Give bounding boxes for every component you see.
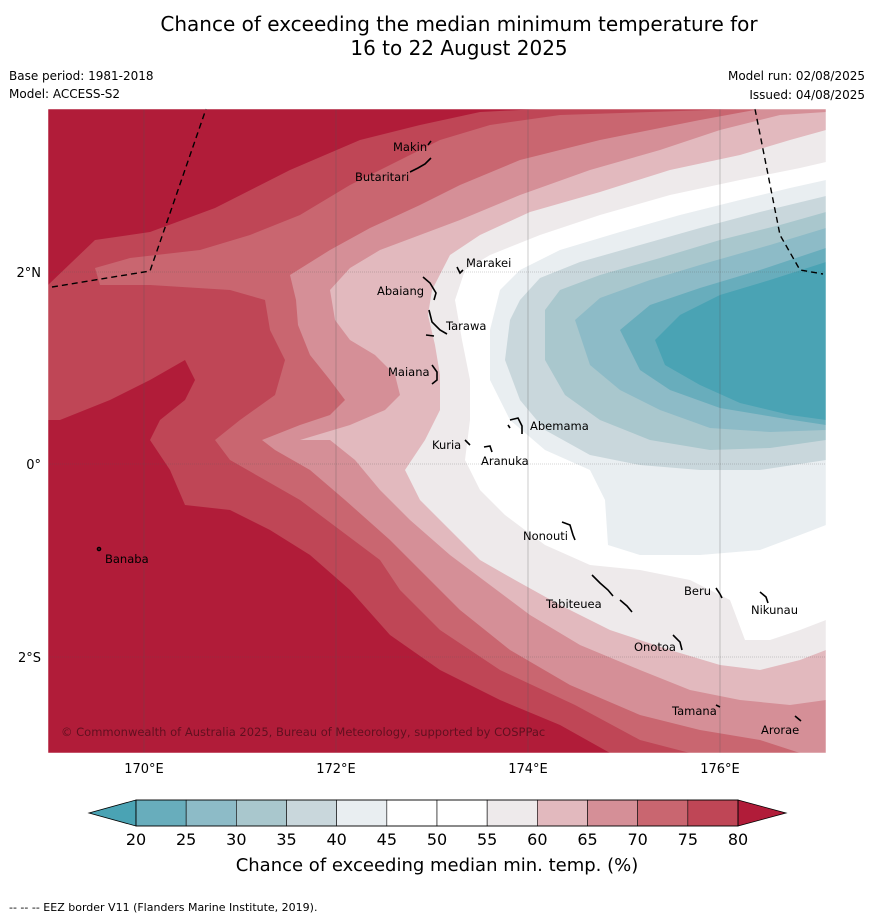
colorbar-tick-60: 60 <box>527 830 547 849</box>
colorbar-tick-20: 20 <box>126 830 146 849</box>
probability-contours <box>48 109 826 753</box>
label-banaba: Banaba <box>105 552 149 566</box>
label-beru: Beru <box>684 584 711 598</box>
label-nonouti: Nonouti <box>523 529 568 543</box>
colorbar-tick-45: 45 <box>377 830 397 849</box>
label-onotoa: Onotoa <box>634 640 676 654</box>
colorbar-bin-35-40 <box>286 799 337 827</box>
island-tabiteuea <box>591 574 633 613</box>
label-makin: Makin <box>393 140 427 154</box>
base-period: Base period: 1981-2018 <box>9 69 154 83</box>
colorbar-bin-30-35 <box>236 799 287 827</box>
island-abaiang <box>422 276 437 301</box>
model-name: Model: ACCESS-S2 <box>9 87 121 101</box>
lon-label-174e: 174°E <box>508 762 548 777</box>
colorbar-bin-45-50 <box>386 799 438 827</box>
island-abemama <box>507 417 523 434</box>
island-maiana <box>431 364 438 385</box>
label-marakei: Marakei <box>466 256 511 270</box>
colorbar-tick-55: 55 <box>477 830 497 849</box>
island-marakei <box>456 266 464 275</box>
lat-label-2s: 2°S <box>18 651 41 666</box>
place-labels: Makin Butaritari Marakei Abaiang Tarawa … <box>105 140 799 737</box>
label-tarawa: Tarawa <box>445 319 486 333</box>
model-run: Model run: 02/08/2025 <box>727 69 865 83</box>
colorbar-tick-80: 80 <box>728 830 748 849</box>
label-arorae: Arorae <box>761 723 799 737</box>
island-butaritari <box>409 157 432 173</box>
colorbar: 20 25 30 35 40 45 50 55 60 65 70 75 80 Chance of exc… <box>87 799 788 876</box>
issued-date: Issued: 04/08/2025 <box>749 88 865 102</box>
islands <box>96 140 802 722</box>
island-tamana <box>715 704 721 708</box>
island-beru <box>715 587 723 599</box>
colorbar-bin-60-65 <box>537 799 588 827</box>
title-line-1: Chance of exceeding the median minimum t… <box>160 12 758 36</box>
label-aranuka: Aranuka <box>481 454 529 468</box>
colorbar-tick-35: 35 <box>276 830 296 849</box>
colorbar-bin-75-80 <box>687 799 739 827</box>
colorbar-bin-20-25 <box>135 799 187 827</box>
eez-border-west <box>51 108 207 288</box>
island-makin <box>427 140 432 146</box>
colorbar-bin-55-60 <box>486 799 538 827</box>
colorbar-bin-65-70 <box>587 799 638 827</box>
island-kuria <box>464 439 471 446</box>
island-tarawa <box>425 309 448 337</box>
copyright-notice: © Commonwealth of Australia 2025, Bureau… <box>61 725 545 739</box>
colorbar-title: Chance of exceeding median min. temp. (%… <box>236 855 639 876</box>
label-tamana: Tamana <box>671 704 717 718</box>
title-line-2: 16 to 22 August 2025 <box>350 36 568 60</box>
colorbar-bin-40-45 <box>336 799 388 827</box>
colorbar-bin-25-30 <box>185 799 237 827</box>
lat-label-2n: 2°N <box>17 266 42 281</box>
colorbar-tick-30: 30 <box>226 830 246 849</box>
map-title: Chance of exceeding the median minimum t… <box>0 12 873 60</box>
colorbar-tick-25: 25 <box>176 830 196 849</box>
colorbar-outline <box>135 799 739 827</box>
island-nikunau <box>759 591 769 604</box>
label-nikunau: Nikunau <box>751 603 798 617</box>
label-kuria: Kuria <box>432 438 461 452</box>
label-abaiang: Abaiang <box>377 284 424 298</box>
colorbar-bin-50-55 <box>436 799 488 827</box>
graticule <box>48 109 826 753</box>
label-butaritari: Butaritari <box>355 170 409 184</box>
colorbar-bin-70-75 <box>637 799 689 827</box>
label-abemama: Abemama <box>530 419 589 433</box>
colorbar-high-extension <box>737 799 788 827</box>
island-nonouti <box>561 521 576 541</box>
island-aranuka <box>483 445 493 453</box>
band-15 <box>655 262 826 420</box>
eez-footnote: -- -- -- EEZ border V11 (Flanders Marine… <box>9 901 317 914</box>
label-maiana: Maiana <box>388 365 430 379</box>
colorbar-low-extension <box>87 799 137 827</box>
colorbar-tick-65: 65 <box>577 830 597 849</box>
map-frame <box>47 108 827 754</box>
colorbar-bins <box>135 799 739 827</box>
island-banaba <box>96 546 102 552</box>
latitude-labels: 2°N 0° 2°S <box>17 266 42 666</box>
island-arorae <box>794 715 802 722</box>
island-onotoa <box>672 634 683 651</box>
lon-label-176e: 176°E <box>700 762 740 777</box>
colorbar-tick-75: 75 <box>678 830 698 849</box>
colorbar-tick-labels: 20 25 30 35 40 45 50 55 60 65 70 75 80 <box>126 830 748 849</box>
colorbar-tick-70: 70 <box>627 830 647 849</box>
eez-border-east <box>754 108 824 275</box>
label-tabiteuea: Tabiteuea <box>545 597 602 611</box>
lon-label-170e: 170°E <box>124 762 164 777</box>
longitude-labels: 170°E 172°E 174°E 176°E <box>124 762 740 777</box>
colorbar-tick-50: 50 <box>427 830 447 849</box>
eez-border <box>51 108 824 288</box>
colorbar-tick-40: 40 <box>326 830 346 849</box>
lon-label-172e: 172°E <box>316 762 356 777</box>
lat-label-0: 0° <box>26 458 41 473</box>
